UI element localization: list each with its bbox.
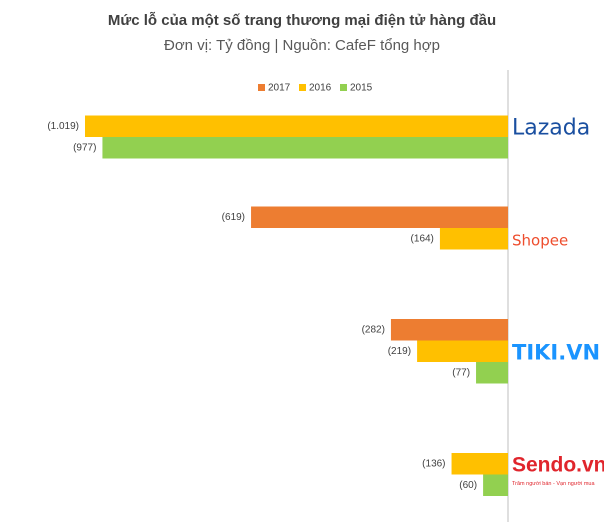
category-label: TIKI.VN — [512, 340, 600, 364]
legend-label: 2016 — [309, 83, 332, 94]
bar — [483, 474, 508, 496]
legend-swatch — [258, 84, 265, 91]
value-label: (977) — [73, 142, 96, 153]
legend-swatch — [299, 84, 306, 91]
bar — [102, 137, 508, 159]
bar — [251, 206, 508, 228]
bar — [476, 362, 508, 384]
value-label: (164) — [411, 233, 434, 244]
category-note: Trăm người bán - Vạn người mua — [512, 481, 595, 487]
legend-label: 2017 — [268, 83, 291, 94]
chart-title: Mức lỗ của một số trang thương mại điện … — [108, 12, 496, 29]
legend-label: 2015 — [350, 83, 373, 94]
category-label: Lazada — [512, 115, 590, 140]
category-label: Sendo.vn — [512, 453, 604, 476]
bar — [451, 453, 508, 475]
value-label: (1.019) — [47, 121, 79, 132]
bar — [417, 340, 508, 362]
value-label: (77) — [452, 367, 470, 378]
chart-subtitle: Đơn vị: Tỷ đồng | Nguồn: CafeF tổng hợp — [164, 37, 440, 54]
value-label: (619) — [222, 212, 245, 223]
value-label: (60) — [459, 480, 477, 491]
bar — [390, 319, 508, 341]
legend-swatch — [340, 84, 347, 91]
bar — [85, 115, 508, 137]
bar — [439, 228, 508, 250]
value-label: (219) — [388, 346, 411, 357]
value-label: (282) — [362, 324, 385, 335]
value-label: (136) — [422, 458, 445, 469]
category-label: Shopee — [512, 231, 568, 249]
